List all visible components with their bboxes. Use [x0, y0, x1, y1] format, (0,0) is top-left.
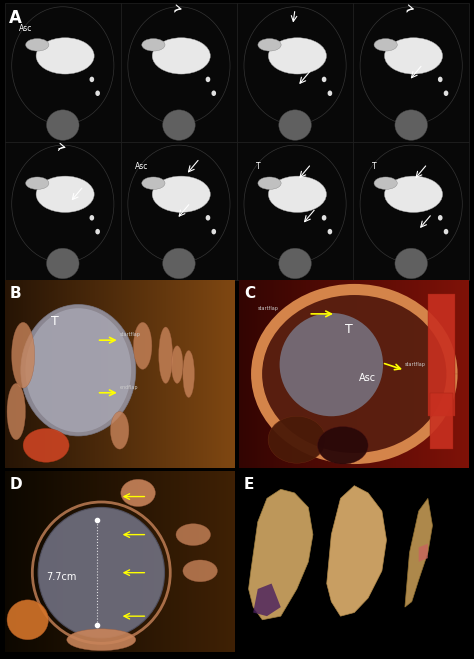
Text: T: T [255, 162, 260, 171]
Ellipse shape [268, 416, 326, 463]
Ellipse shape [163, 248, 195, 279]
Ellipse shape [36, 38, 94, 74]
Bar [428, 294, 456, 416]
Text: Asc: Asc [135, 162, 148, 171]
Ellipse shape [328, 90, 332, 96]
Ellipse shape [38, 507, 164, 638]
Polygon shape [327, 486, 386, 616]
Bar [237, 3, 353, 142]
Text: Asc: Asc [359, 374, 376, 384]
Text: T: T [51, 315, 58, 328]
Ellipse shape [268, 176, 327, 212]
Text: Asc: Asc [19, 24, 32, 33]
Ellipse shape [176, 524, 210, 546]
Ellipse shape [395, 110, 428, 140]
Text: C: C [244, 286, 255, 301]
Text: E: E [244, 476, 255, 492]
Ellipse shape [374, 39, 397, 51]
Ellipse shape [438, 76, 443, 82]
Bar [237, 142, 353, 280]
Ellipse shape [26, 308, 131, 432]
Ellipse shape [268, 38, 327, 74]
Ellipse shape [328, 229, 332, 235]
Ellipse shape [258, 39, 281, 51]
Ellipse shape [142, 39, 165, 51]
Ellipse shape [172, 346, 183, 384]
Ellipse shape [121, 479, 155, 507]
Bar [5, 3, 121, 142]
Ellipse shape [318, 426, 368, 464]
Ellipse shape [438, 215, 443, 221]
Ellipse shape [183, 560, 218, 582]
Ellipse shape [46, 248, 79, 279]
Ellipse shape [183, 351, 194, 397]
Bar [121, 3, 237, 142]
Ellipse shape [12, 322, 35, 388]
Ellipse shape [90, 215, 94, 221]
Ellipse shape [384, 176, 443, 212]
Text: T: T [345, 323, 353, 335]
Bar [353, 3, 469, 142]
Text: A: A [9, 9, 21, 27]
Text: startflap: startflap [119, 332, 141, 337]
Polygon shape [405, 498, 432, 607]
Ellipse shape [322, 76, 327, 82]
Ellipse shape [152, 176, 210, 212]
Ellipse shape [67, 629, 136, 650]
Ellipse shape [7, 384, 26, 440]
Polygon shape [248, 489, 313, 619]
Ellipse shape [95, 90, 100, 96]
Ellipse shape [142, 177, 165, 189]
Ellipse shape [23, 428, 69, 462]
Ellipse shape [206, 215, 210, 221]
Bar [353, 142, 469, 280]
Ellipse shape [134, 322, 152, 369]
Ellipse shape [395, 248, 428, 279]
Ellipse shape [26, 39, 49, 51]
Ellipse shape [21, 304, 136, 436]
Text: endflap: endflap [119, 385, 138, 390]
Ellipse shape [384, 38, 443, 74]
Ellipse shape [26, 177, 49, 189]
Ellipse shape [163, 110, 195, 140]
Bar [430, 393, 453, 449]
Ellipse shape [258, 177, 281, 189]
Ellipse shape [159, 327, 173, 384]
Polygon shape [253, 584, 281, 616]
Ellipse shape [211, 229, 216, 235]
Ellipse shape [262, 294, 447, 454]
Ellipse shape [444, 229, 448, 235]
Ellipse shape [374, 177, 397, 189]
Ellipse shape [46, 110, 79, 140]
Ellipse shape [279, 248, 311, 279]
Ellipse shape [280, 313, 383, 416]
Text: B: B [9, 286, 21, 301]
Ellipse shape [7, 600, 48, 640]
Ellipse shape [444, 90, 448, 96]
Text: T: T [372, 162, 376, 171]
Ellipse shape [90, 76, 94, 82]
Ellipse shape [36, 176, 94, 212]
Text: D: D [9, 476, 22, 492]
Text: startflap: startflap [258, 306, 279, 311]
Text: startflap: startflap [405, 362, 426, 368]
Ellipse shape [322, 215, 327, 221]
Bar [121, 142, 237, 280]
Ellipse shape [206, 76, 210, 82]
Ellipse shape [110, 411, 129, 449]
Polygon shape [419, 544, 428, 561]
Ellipse shape [211, 90, 216, 96]
Ellipse shape [95, 229, 100, 235]
Text: 7.7cm: 7.7cm [46, 572, 76, 582]
Ellipse shape [279, 110, 311, 140]
Bar [5, 142, 121, 280]
Ellipse shape [152, 38, 210, 74]
